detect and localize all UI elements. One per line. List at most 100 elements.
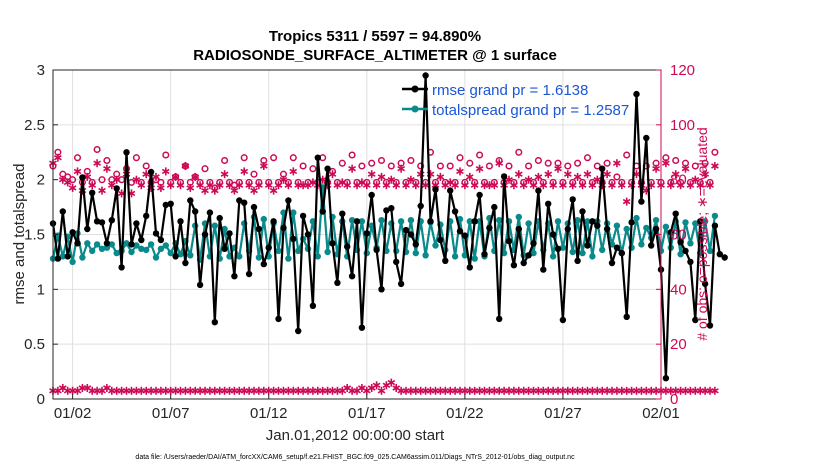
evaluated-point [196,181,204,190]
rmse-point [69,229,76,236]
legend-rmse-marker [411,85,419,93]
rmse-point [89,189,96,196]
evaluated-point [225,181,234,190]
totalspread-point [84,240,91,247]
evaluated-star-stroke [328,171,337,177]
evaluated-point [73,167,82,176]
rmse-point [540,266,547,273]
evaluated-star-stroke [460,182,469,188]
rmse-point [574,257,581,264]
rmse-point [157,236,165,244]
evaluated-star-stroke [392,182,401,188]
evaluated-star-stroke [411,182,420,188]
totalspread-point [471,255,478,262]
rmse-point [177,218,184,225]
evaluated-star-stroke [362,182,371,188]
rmse-point [275,315,282,323]
x-tick-label: 01/27 [544,405,582,422]
rmse-point [84,225,91,233]
totalspread-point [432,242,439,249]
evaluated-point [421,181,430,190]
rmse-point [510,262,518,269]
evaluated-point [68,183,77,192]
x-axis-label: Jan.01,2012 00:00:00 start [266,427,445,444]
rmse-point [437,236,444,244]
rmse-point [716,251,723,258]
rmse-point [152,230,160,237]
totalspread-point [123,240,130,247]
rmse-point [270,218,277,225]
evaluated-point [622,197,631,206]
evaluated-point [137,181,146,190]
evaluated-star-stroke [686,182,695,188]
evaluated-star-stroke [343,182,352,188]
rmse-point [64,253,71,260]
rmse-point [608,259,616,267]
rmse-point [628,219,635,226]
evaluated-point [608,181,616,190]
rmse-point [245,270,253,278]
rmse-point [54,255,62,262]
possible-point [701,159,709,167]
totalspread-point [623,225,630,233]
totalspread-point [348,217,356,224]
evaluated-point [230,186,239,195]
rmse-point [192,208,199,215]
evaluated-point [156,183,165,192]
evaluated-star-stroke [210,187,219,194]
evaluated-point [652,164,660,173]
evaluated-star-stroke [416,171,425,177]
evaluated-point [63,178,72,187]
evaluated-star-stroke [421,182,430,188]
evaluated-point [402,181,410,190]
evaluated-point [514,170,523,179]
evaluated-point [696,181,705,190]
evaluated-star-stroke [578,182,587,188]
evaluated-star-stroke [706,182,714,188]
evaluated-point [559,181,567,190]
totalspread-point [569,248,576,256]
evaluated-star-stroke [166,182,175,188]
rmse-point [324,165,331,172]
evaluated-star-stroke [490,182,499,188]
totalspread-point [559,244,567,251]
rmse-point [687,258,694,266]
evaluated-star-stroke [230,187,239,194]
possible-point [201,165,209,173]
evaluated-low-star-stroke [711,388,719,394]
evaluated-point [171,172,180,181]
evaluated-low-star-stroke [353,388,361,394]
evaluated-star-stroke [470,182,479,188]
totalspread-point [613,222,621,229]
totalspread-point [407,217,415,224]
rmse-point [334,279,341,286]
totalspread-point [701,218,709,225]
totalspread-point [530,249,537,257]
possible-point [583,154,592,162]
evaluated-star-stroke [259,163,268,169]
rmse-point [471,218,478,225]
totalspread-point [143,246,150,254]
rmse-point [711,222,719,229]
rmse-point [383,207,390,214]
evaluated-star-stroke [593,177,602,183]
possible-point [613,173,621,181]
evaluated-point [495,159,504,168]
totalspread-point [177,251,184,258]
rmse-point [59,208,66,215]
rmse-point [505,237,513,245]
evaluated-point [505,175,513,184]
possible-point [515,148,523,156]
evaluated-star-stroke [88,182,97,188]
rmse-point [692,316,699,324]
possible-point [358,162,366,170]
evaluated-point [554,164,562,173]
evaluated-star-stroke [436,174,445,180]
evaluated-point [274,181,283,190]
evaluated-star-stroke [563,171,572,177]
rmse-point [491,203,498,211]
evaluated-star-stroke [152,174,160,180]
evaluated-point [166,181,175,190]
totalspread-point [285,255,292,262]
evaluated-point [706,181,714,190]
